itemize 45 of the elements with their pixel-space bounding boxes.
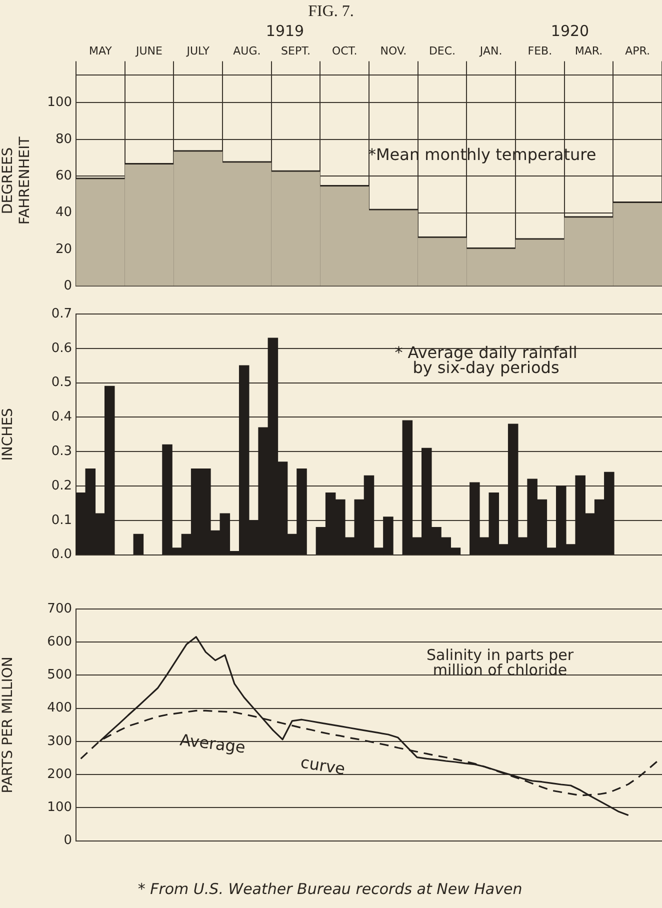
y-tick-label: 0.1 (51, 512, 72, 528)
y-tick-label: 40 (55, 205, 72, 220)
y-axis-title: PARTS PER MILLION (0, 656, 16, 794)
x-tick-label: JAN. (478, 44, 502, 58)
x-tick-label: MAR. (574, 44, 603, 58)
x-tick-label: APR. (625, 44, 650, 58)
text: Salinity in parts per million of chloride (426, 646, 574, 679)
y-tick-label: 0.5 (51, 375, 72, 390)
y-tick-label: 80 (55, 132, 72, 147)
text: 1919 (266, 22, 304, 40)
y-tick-label: 100 (47, 95, 72, 110)
y-tick-label: 100 (47, 800, 72, 816)
y-tick-label: 60 (55, 168, 72, 184)
x-tick-label: AUG. (233, 44, 261, 58)
x-tick-label: SEPT. (281, 44, 310, 58)
chart-title: FIG. 7. (308, 3, 354, 20)
y-tick-label: 20 (55, 242, 72, 257)
y-tick-label: 600 (47, 634, 72, 650)
x-tick-label: FEB. (528, 44, 552, 58)
y-tick-label: 0.2 (51, 478, 72, 494)
y-axis-title: INCHES (0, 408, 16, 461)
y-tick-label: 0 (64, 833, 72, 848)
annotation: * Average daily rainfall by six-day periods (394, 343, 578, 377)
y-axis-title: DEGREES FAHRENHEIT (0, 136, 33, 225)
text: * From U.S. Weather Bureau records at New Haven (138, 880, 522, 898)
x-tick-label: OCT. (332, 44, 358, 58)
y-tick-label: 0 (64, 278, 72, 294)
y-tick-label: 0.3 (51, 444, 72, 459)
y-tick-label: 700 (47, 601, 72, 616)
y-tick-label: 400 (47, 700, 72, 716)
y-tick-label: 500 (47, 668, 72, 683)
y-tick-label: 0.4 (51, 410, 72, 425)
x-tick-label: JUNE (135, 44, 163, 58)
x-tick-label: DEC. (428, 44, 456, 58)
y-tick-label: 200 (47, 766, 72, 782)
x-tick-label: NOV. (380, 44, 407, 58)
x-tick-label: JULY (186, 44, 210, 58)
text: 1920 (550, 22, 590, 40)
y-tick-label: 0.7 (51, 306, 72, 322)
y-tick-label: 300 (47, 734, 72, 749)
x-tick-label: MAY (88, 44, 112, 58)
bar (133, 534, 144, 555)
text: Average curve (178, 730, 347, 779)
y-tick-label: 0.6 (51, 340, 72, 356)
y-tick-label: 0.0 (51, 547, 72, 562)
